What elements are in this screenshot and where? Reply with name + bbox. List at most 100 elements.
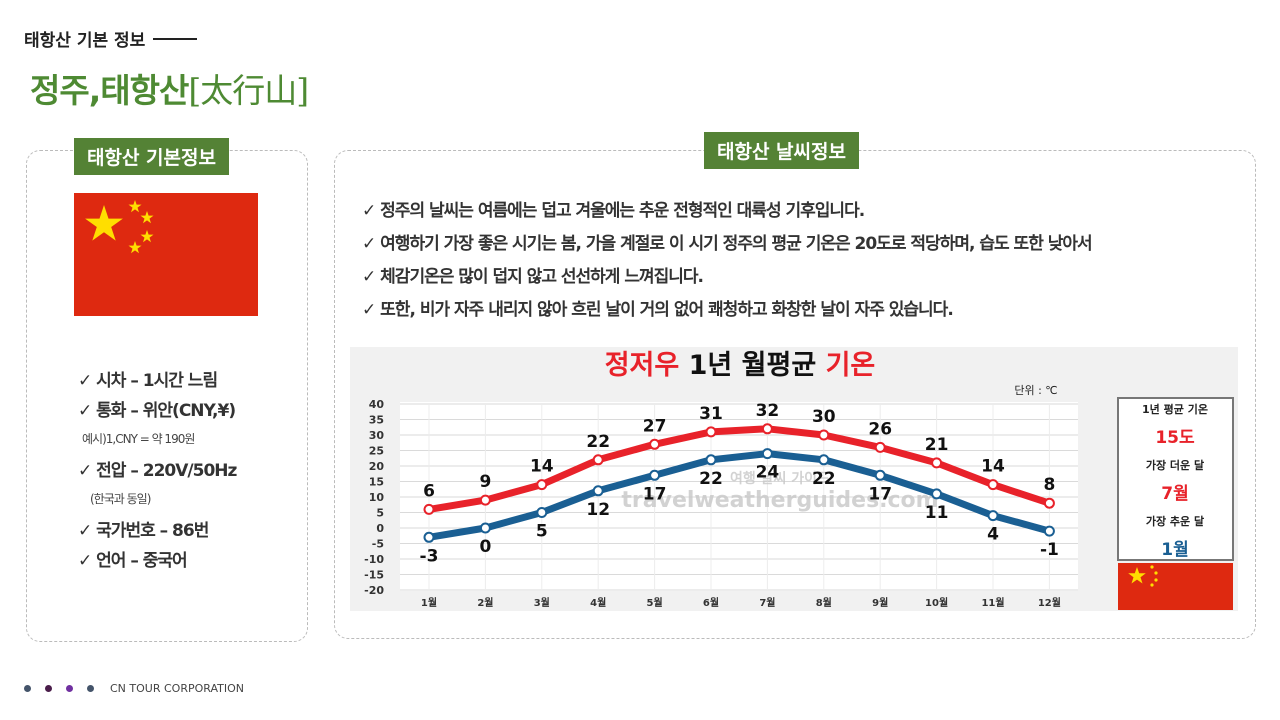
data-label: 21 — [925, 435, 949, 455]
weather-bullet: ✓ 또한, 비가 자주 내리지 않아 흐린 날이 거의 없어 쾌청하고 화창한 … — [362, 300, 954, 320]
x-tick-label: 10월 — [925, 597, 948, 609]
data-point — [423, 503, 435, 515]
summary-box — [1117, 397, 1234, 561]
summary-avg-value: 15도 — [1155, 428, 1195, 448]
chart-watermark: travelweatherguides.com — [621, 488, 938, 513]
chart-title: 정저우 1년 월평균 기온 — [605, 350, 876, 381]
data-point — [705, 426, 717, 438]
footer-dot — [24, 685, 31, 692]
data-point — [818, 429, 830, 441]
info-language: ✓ 언어 – 중국어 — [78, 551, 188, 571]
y-tick-label: 10 — [369, 491, 385, 504]
y-tick-label: 25 — [369, 445, 384, 458]
x-tick-label: 8월 — [816, 597, 832, 609]
data-label: 4 — [987, 525, 999, 545]
data-point — [874, 441, 886, 453]
weather-bullet: ✓ 정주의 날씨는 여름에는 덥고 겨울에는 추운 전형적인 대륙성 기후입니다… — [362, 201, 865, 221]
y-tick-label: 20 — [369, 460, 385, 473]
data-label: 12 — [586, 500, 610, 520]
footer-dot — [87, 685, 94, 692]
y-tick-label: 40 — [369, 398, 385, 411]
y-tick-label: 30 — [369, 429, 385, 442]
temperature-chart: 정저우 1년 월평균 기온 단위 : ℃ 40 35 30 25 20 15 10 5 0 -5 -… — [350, 347, 1238, 611]
y-tick-label: 35 — [369, 414, 384, 427]
data-point — [592, 485, 604, 497]
data-label: 22 — [699, 469, 723, 489]
data-point — [987, 510, 999, 522]
chart-china-flag-icon — [1118, 563, 1233, 610]
chart-title-part: 기온 — [826, 350, 876, 381]
data-label: 14 — [530, 457, 554, 477]
data-point — [818, 454, 830, 466]
page-title-main: 정주,태항산 — [30, 71, 189, 110]
chart-title-part: 1년 월평균 — [679, 350, 825, 381]
x-tick-label: 9월 — [872, 597, 888, 609]
flag-small-star-2 — [140, 211, 154, 224]
slide-eyebrow: 태항산 기본 정보 — [24, 26, 198, 51]
data-label: 14 — [981, 457, 1005, 477]
data-point — [536, 507, 548, 518]
info-voltage-note: (한국과 동일) — [90, 492, 151, 506]
page-title-hanja: [太行山] — [188, 71, 309, 110]
x-tick-label: 4월 — [590, 597, 606, 609]
data-label: 17 — [643, 484, 667, 504]
x-tick-label: 11월 — [981, 597, 1004, 609]
info-voltage: ✓ 전압 – 220V/50Hz — [78, 461, 237, 481]
data-label: 0 — [479, 537, 491, 557]
data-point — [931, 488, 943, 500]
flag-small-star-1 — [128, 200, 142, 213]
footer-company: CN TOUR CORPORATION — [110, 682, 244, 695]
info-time-difference: ✓ 시차 – 1시간 느림 — [78, 371, 218, 391]
weather-info-tag: 태항산 날씨정보 — [704, 132, 859, 169]
china-flag-icon — [74, 193, 258, 316]
data-label: 22 — [586, 432, 610, 452]
data-label: 24 — [756, 463, 780, 483]
footer: CN TOUR CORPORATION — [24, 682, 244, 695]
series-line — [425, 450, 1053, 541]
data-label: 17 — [868, 484, 892, 504]
data-label: -3 — [420, 546, 439, 566]
x-tick-label: 12월 — [1038, 597, 1061, 609]
data-point — [1043, 497, 1055, 509]
flag-small-star-3 — [140, 230, 154, 243]
summary-avg-label: 1년 평균 기온 — [1142, 402, 1208, 416]
y-tick-label: -5 — [372, 538, 384, 551]
summary-cold-label: 가장 추운 달 — [1146, 514, 1204, 528]
chart-watermark-top: 여행 날씨 가이드 — [730, 470, 830, 487]
data-point — [479, 494, 491, 506]
eyebrow-divider — [153, 37, 198, 40]
y-tick-label: -15 — [364, 569, 384, 582]
x-tick-label: 2월 — [477, 597, 493, 609]
data-point — [931, 457, 943, 469]
x-tick-label: 5월 — [647, 597, 663, 609]
footer-dot — [66, 685, 73, 692]
summary-hot-value: 7월 — [1161, 484, 1188, 504]
y-tick-label: 5 — [376, 507, 384, 520]
summary-hot-label: 가장 더운 달 — [1146, 458, 1204, 472]
x-tick-label: 3월 — [534, 597, 550, 609]
data-point — [536, 479, 548, 491]
data-label: -1 — [1040, 540, 1059, 560]
x-tick-label: 6월 — [703, 597, 719, 609]
summary-cold-value: 1월 — [1161, 540, 1188, 560]
chart-title-part: 정저우 — [605, 350, 680, 381]
eyebrow-text: 태항산 기본 정보 — [24, 31, 146, 51]
data-point — [649, 469, 661, 481]
data-label: 9 — [479, 472, 491, 492]
basic-info-tag: 태항산 기본정보 — [74, 138, 229, 175]
data-label: 27 — [643, 416, 667, 436]
data-point — [592, 454, 604, 466]
info-currency-example: 예시)1,CNY = 약 190원 — [82, 432, 195, 446]
x-tick-label: 1월 — [421, 597, 437, 609]
data-point — [705, 454, 717, 466]
weather-bullet: ✓ 여행하기 가장 좋은 시기는 봄, 가을 계절로 이 시기 정주의 평균 기… — [362, 234, 1093, 254]
x-tick-label: 7월 — [759, 597, 775, 609]
data-point — [874, 469, 886, 481]
y-tick-label: 15 — [369, 476, 384, 489]
data-label: 30 — [812, 407, 836, 427]
chart-unit: 단위 : ℃ — [1014, 384, 1057, 397]
flag-big-star — [85, 205, 123, 241]
data-label: 26 — [868, 419, 892, 439]
data-point — [761, 423, 773, 435]
data-label: 5 — [536, 522, 548, 542]
